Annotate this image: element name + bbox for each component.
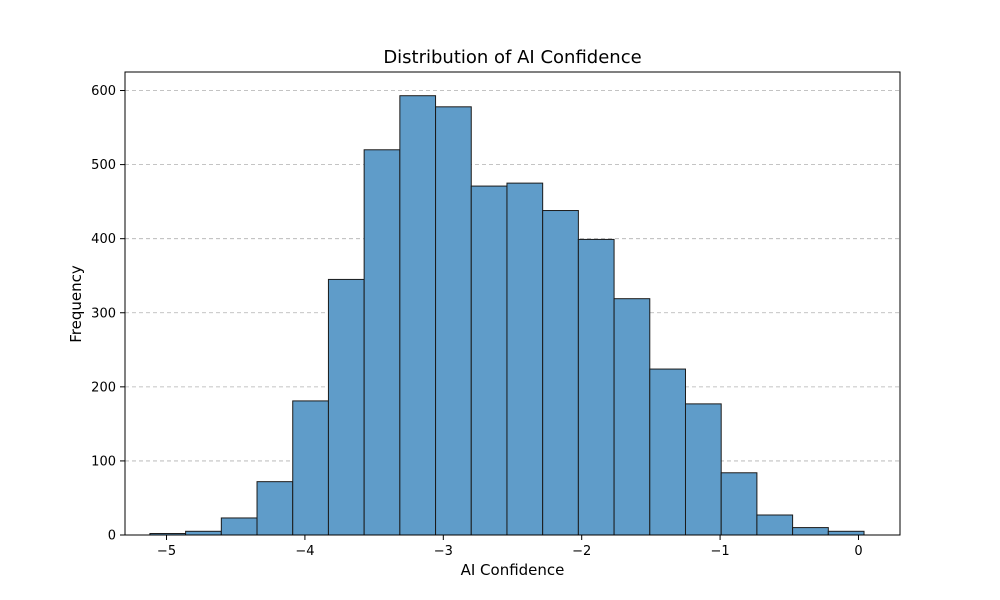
- x-axis-ticks: −5 −4 −3 −2 −1 0: [157, 535, 863, 559]
- y-tick-label: 100: [91, 454, 116, 469]
- histogram-bar: [327, 278, 365, 536]
- histogram-bar: [399, 95, 437, 536]
- y-tick-label: 0: [108, 529, 116, 544]
- x-tick-label: −3: [434, 544, 453, 559]
- plot-frame: [124, 71, 901, 536]
- histogram-bar: [292, 400, 329, 536]
- histogram-bar: [756, 514, 794, 536]
- y-axis-ticks: 0 100 200 300 400 500 600: [91, 84, 125, 544]
- x-tick-label: −5: [157, 544, 176, 559]
- histogram-bar: [542, 210, 579, 536]
- y-tick-label: 300: [91, 306, 116, 321]
- histogram-bar: [577, 238, 615, 536]
- x-tick-label: −4: [295, 544, 314, 559]
- x-tick-label: 0: [854, 544, 862, 559]
- histogram-bar: [220, 517, 258, 536]
- histogram-bar: [792, 527, 829, 536]
- x-tick-label: −2: [572, 544, 591, 559]
- bars-layer: [149, 95, 865, 536]
- histogram-bar: [470, 185, 508, 536]
- histogram-bar: [506, 182, 544, 536]
- y-tick-label: 600: [91, 84, 116, 99]
- histogram-bar: [613, 298, 651, 536]
- histogram-bar: [256, 481, 294, 536]
- histogram-bar: [827, 530, 865, 536]
- histogram-bar: [649, 368, 686, 536]
- histogram-bar: [185, 530, 222, 536]
- y-axis-label: Frequency: [67, 265, 85, 343]
- histogram-bar: [720, 472, 758, 536]
- histogram-bar: [684, 403, 722, 536]
- histogram-bar: [363, 149, 401, 536]
- x-tick-label: −1: [711, 544, 730, 559]
- x-axis-label: AI Confidence: [461, 561, 565, 579]
- y-tick-label: 500: [91, 158, 116, 173]
- histogram-bar: [435, 106, 472, 536]
- y-tick-label: 200: [91, 380, 116, 395]
- chart-title: Distribution of AI Confidence: [383, 47, 641, 68]
- y-tick-label: 400: [91, 232, 116, 247]
